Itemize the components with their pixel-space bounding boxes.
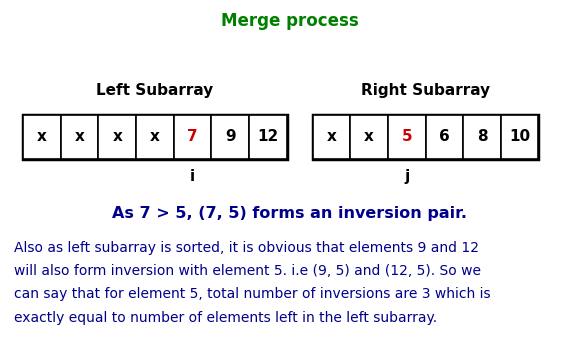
Text: 12: 12 [257, 129, 278, 144]
Bar [426, 115, 463, 159]
Text: 7: 7 [187, 129, 198, 144]
Text: Right Subarray: Right Subarray [361, 83, 490, 98]
Bar [23, 115, 61, 159]
Text: will also form inversion with element 5. i.e (9, 5) and (12, 5). So we: will also form inversion with element 5.… [14, 264, 482, 278]
Bar [61, 115, 98, 159]
Bar [388, 115, 426, 159]
Text: exactly equal to number of elements left in the left subarray.: exactly equal to number of elements left… [14, 311, 438, 325]
Text: 10: 10 [509, 129, 530, 144]
Text: Merge process: Merge process [221, 12, 358, 29]
Text: x: x [327, 129, 336, 144]
Text: j: j [404, 169, 409, 184]
Text: x: x [75, 129, 85, 144]
Text: x: x [364, 129, 374, 144]
Bar [501, 115, 538, 159]
Text: x: x [37, 129, 47, 144]
Bar [211, 115, 249, 159]
Text: x: x [112, 129, 122, 144]
Text: Also as left subarray is sorted, it is obvious that elements 9 and 12: Also as left subarray is sorted, it is o… [14, 241, 479, 255]
Bar [98, 115, 136, 159]
Bar [249, 115, 287, 159]
Text: 5: 5 [401, 129, 412, 144]
Text: As 7 > 5, (7, 5) forms an inversion pair.: As 7 > 5, (7, 5) forms an inversion pair… [112, 206, 467, 221]
Bar [463, 115, 501, 159]
Text: 9: 9 [225, 129, 236, 144]
Text: can say that for element 5, total number of inversions are 3 which is: can say that for element 5, total number… [14, 288, 491, 301]
Bar [23, 115, 287, 159]
Text: x: x [150, 129, 160, 144]
Text: Left Subarray: Left Subarray [96, 83, 214, 98]
Text: i: i [190, 169, 195, 184]
Bar [313, 115, 538, 159]
Bar [350, 115, 388, 159]
Text: 8: 8 [477, 129, 488, 144]
Bar [313, 115, 350, 159]
Text: 6: 6 [439, 129, 450, 144]
Bar [174, 115, 211, 159]
Bar [136, 115, 174, 159]
